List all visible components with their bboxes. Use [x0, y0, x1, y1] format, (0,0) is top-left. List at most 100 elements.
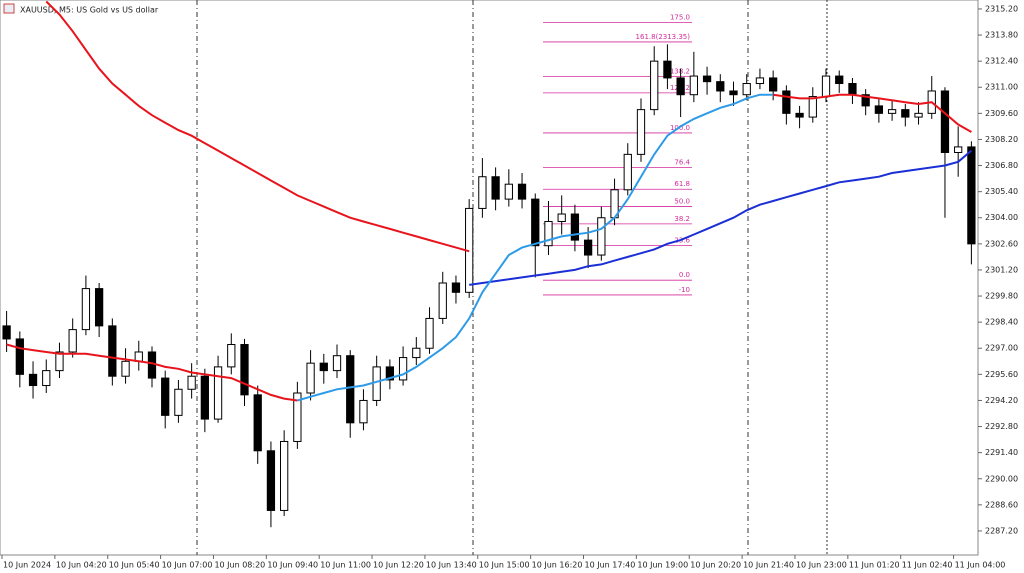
candle-body: [557, 213, 566, 222]
x-tick-label: 10 Jun 04:20: [56, 561, 107, 570]
moving-average: [297, 93, 774, 402]
candle-body: [742, 83, 751, 96]
moving-average: [45, 0, 470, 253]
candle-body: [570, 213, 580, 241]
candle-body: [319, 362, 328, 372]
candle-body: [451, 282, 461, 293]
x-tick-label: 11 Jun 04:00: [955, 561, 1006, 570]
candle-body: [940, 90, 950, 153]
x-tick-label: 10 Jun 20:20: [690, 561, 741, 570]
y-tick-label: 2297.00: [985, 344, 1018, 353]
candle-body: [200, 375, 209, 420]
candle-body: [597, 217, 606, 256]
y-tick-label: 2312.40: [985, 57, 1018, 66]
y-tick-label: 2298.40: [985, 318, 1018, 327]
y-tick-label: 2290.00: [985, 474, 1018, 483]
candle-body: [729, 90, 738, 96]
fib-label: 50.0: [674, 198, 690, 206]
candle-body: [359, 399, 368, 424]
candle-body: [650, 60, 659, 111]
candle-body: [108, 325, 117, 377]
y-tick-label: 2308.20: [985, 135, 1018, 144]
candle-body: [636, 109, 646, 155]
y-tick-label: 2315.20: [985, 4, 1018, 13]
candle-body: [346, 355, 355, 424]
candle-body: [491, 176, 500, 200]
candle-body: [15, 338, 24, 375]
candle-body: [517, 183, 527, 200]
y-tick-label: 2299.80: [985, 292, 1018, 301]
candle-body: [689, 75, 698, 96]
candle-body: [954, 146, 963, 153]
candle-body: [702, 75, 712, 83]
y-tick-label: 2313.80: [985, 31, 1018, 40]
y-tick-label: 2306.80: [985, 161, 1018, 170]
candle-body: [81, 288, 91, 331]
fib-label: 0.0: [679, 271, 690, 279]
x-tick-label: 10 Jun 2024: [3, 561, 51, 570]
x-tick-label: 10 Jun 11:00: [320, 561, 371, 570]
candle-body: [438, 282, 447, 319]
candle-body: [583, 239, 593, 256]
candle-body: [28, 373, 38, 387]
candle-body: [835, 75, 844, 85]
candle-body: [887, 109, 897, 114]
candle-body: [306, 362, 315, 394]
plot-frame: [0, 0, 979, 556]
candle-body: [372, 366, 381, 401]
y-tick-label: 2305.40: [985, 187, 1018, 196]
candle-body: [412, 347, 421, 359]
fib-label: 38.2: [674, 215, 690, 223]
candle-body: [174, 388, 183, 416]
fib-label: -10: [679, 286, 690, 294]
x-tick-label: 11 Jun 01:20: [849, 561, 900, 570]
fib-label: 23.6: [674, 237, 690, 245]
y-tick-label: 2309.60: [985, 109, 1018, 118]
x-tick-label: 10 Jun 19:00: [637, 561, 688, 570]
x-tick-label: 10 Jun 09:40: [267, 561, 318, 570]
candle-body: [42, 370, 51, 387]
candle-body: [398, 357, 408, 381]
y-tick-label: 2304.00: [985, 213, 1018, 222]
candle-body: [240, 344, 249, 396]
y-tick-label: 2302.60: [985, 239, 1018, 248]
candle-body: [385, 366, 395, 381]
candle-body: [478, 176, 487, 209]
candle-body: [808, 96, 817, 118]
x-tick-label: 11 Jun 02:40: [902, 561, 953, 570]
candle-body: [848, 83, 857, 96]
moving-average: [469, 149, 973, 286]
candle-body: [147, 351, 157, 379]
candle-body: [332, 355, 342, 372]
candle-body: [795, 112, 804, 118]
fib-label: 138.2: [670, 68, 690, 76]
y-tick-label: 2294.20: [985, 396, 1018, 405]
candle-body: [293, 392, 302, 442]
x-tick-label: 10 Jun 08:20: [214, 561, 265, 570]
candle-body: [425, 317, 434, 349]
candle-body: [68, 329, 77, 353]
y-tick-label: 2301.20: [985, 265, 1018, 274]
x-tick-label: 10 Jun 15:00: [479, 561, 530, 570]
x-tick-label: 10 Jun 16:20: [532, 561, 583, 570]
candle-body: [531, 198, 540, 247]
candle-body: [967, 146, 976, 245]
candle-body: [253, 394, 262, 452]
candle-body: [663, 60, 672, 79]
y-tick-label: 2311.00: [985, 83, 1018, 92]
x-tick-label: 10 Jun 05:40: [109, 561, 160, 570]
x-tick-label: 10 Jun 07:00: [162, 561, 213, 570]
y-tick-label: 2295.60: [985, 370, 1018, 379]
candle-body: [623, 153, 632, 191]
x-tick-label: 10 Jun 23:00: [796, 561, 847, 570]
candle-body: [544, 220, 553, 247]
fib-label: 76.4: [674, 159, 690, 167]
x-tick-label: 10 Jun 21:40: [743, 561, 794, 570]
candle-body: [861, 94, 870, 107]
fib-label: 161.8(2313.35): [636, 33, 691, 41]
moving-average: [6, 93, 972, 402]
candle-body: [874, 105, 884, 114]
candle-body: [755, 77, 765, 85]
